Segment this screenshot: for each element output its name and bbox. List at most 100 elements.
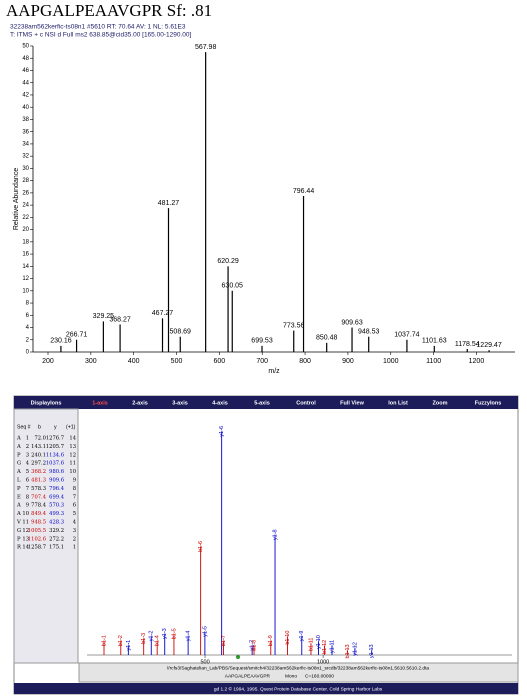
- table-cell: 481.3: [31, 478, 46, 484]
- peak-label: 567.98: [195, 44, 217, 51]
- toolbar-button[interactable]: 5-axis: [254, 400, 270, 406]
- peak-label: 1101.63: [422, 338, 447, 345]
- ion-label: y1-10: [316, 635, 322, 649]
- table-cell: 13: [69, 444, 76, 450]
- peak-label: 481.27: [158, 200, 180, 207]
- ion-label: y1-1: [126, 640, 132, 651]
- mass-type: Mono: [285, 673, 297, 679]
- toolbar-button[interactable]: Zoom: [433, 400, 448, 406]
- peak-label: 773.56: [283, 322, 305, 329]
- table-cell: 10: [69, 469, 76, 475]
- peak-label: 329.25: [93, 313, 115, 320]
- table-cell: 10: [22, 511, 29, 517]
- peak-label: 467.27: [152, 310, 174, 317]
- ion-label: y1-8: [272, 529, 278, 540]
- peak-label: 630.05: [222, 283, 244, 290]
- modification: C=160.00000: [305, 673, 334, 679]
- peak-label: 368.27: [109, 316, 131, 323]
- table-cell: 12: [69, 452, 76, 458]
- peak-label: 620.29: [217, 258, 239, 265]
- copyright-bar: [14, 683, 518, 694]
- table-cell: 6: [26, 478, 29, 484]
- table-cell: 980.6: [49, 469, 64, 475]
- toolbar-button[interactable]: 2-axis: [132, 400, 148, 406]
- ion-label: b1-5: [171, 628, 177, 639]
- table-cell: P: [17, 486, 21, 492]
- peak-label: 699.53: [251, 338, 273, 345]
- toolbar-button[interactable]: 3-axis: [172, 400, 188, 406]
- table-cell: 11: [69, 461, 76, 467]
- peak-label: 508.69: [170, 329, 192, 336]
- x-tick-label: 1000: [383, 358, 399, 365]
- ion-label: y1-9: [299, 631, 305, 642]
- table-cell: 1134.6: [46, 452, 64, 458]
- y-tick-label: 4: [26, 325, 30, 331]
- peak-label: 909.63: [341, 319, 363, 326]
- x-tick-label: 400: [128, 358, 140, 365]
- copyright: gd 1.2 © 1994, 1995. Quest Protein Datab…: [214, 685, 383, 692]
- table-cell: 6: [73, 503, 76, 509]
- table-cell: 5: [73, 511, 76, 517]
- table-cell: 1258.7: [28, 545, 46, 551]
- ion-label: b1-7: [221, 635, 227, 646]
- precursor-marker: [236, 655, 240, 659]
- ion-label: b1-1: [101, 635, 107, 646]
- chart-title: AAPGALPEAAVGPR Sf: .81: [6, 1, 212, 20]
- table-cell: A: [16, 444, 21, 450]
- table-header: Seq #: [17, 424, 31, 430]
- table-cell: 8: [73, 486, 76, 492]
- toolbar-button[interactable]: FuzzyIons: [475, 400, 502, 406]
- peak-label: 850.48: [316, 335, 338, 342]
- table-cell: V: [16, 520, 21, 526]
- scan-header: 32238am562kerfic-ts08n1 #5610 RT: 70.64 …: [10, 24, 186, 31]
- toolbar-button[interactable]: 4-axis: [212, 400, 228, 406]
- y-tick-label: 48: [22, 56, 29, 62]
- x-tick-label: 200: [42, 358, 54, 365]
- table-cell: G: [17, 528, 21, 534]
- peak-label: 1229.47: [476, 342, 501, 349]
- ion-label: y1-6: [219, 426, 225, 437]
- toolbar-button[interactable]: Ion List: [388, 400, 408, 406]
- table-cell: 909.6: [49, 478, 64, 484]
- y-tick-label: 0: [26, 350, 30, 356]
- y-tick-label: 10: [22, 288, 29, 294]
- table-cell: P: [17, 452, 21, 458]
- ion-label: b1-8: [251, 640, 257, 651]
- table-cell: 796.4: [49, 486, 65, 492]
- table-cell: 4: [73, 520, 77, 526]
- table-cell: 2: [73, 536, 76, 542]
- table-cell: A: [16, 503, 21, 509]
- table-cell: 72.0: [34, 436, 46, 442]
- ion-label: y1-4: [186, 631, 192, 642]
- table-cell: 14: [22, 545, 29, 551]
- display-ions-tab[interactable]: DisplayIons: [31, 400, 62, 406]
- table-cell: R: [17, 545, 22, 551]
- table-cell: 707.4: [31, 494, 47, 500]
- table-cell: 7: [26, 486, 29, 492]
- table-cell: 570.3: [49, 503, 64, 509]
- peak-label: 1037.74: [394, 332, 419, 339]
- table-cell: 7: [73, 494, 76, 500]
- table-cell: 368.2: [31, 469, 46, 475]
- table-cell: 578.3: [31, 486, 46, 492]
- ion-label: y1-3: [162, 628, 168, 639]
- toolbar-button[interactable]: Full View: [340, 400, 364, 406]
- ion-label: y1-7: [250, 640, 256, 651]
- toolbar-button[interactable]: Control: [296, 400, 316, 406]
- table-cell: 272.2: [49, 536, 64, 542]
- table-cell: 11: [22, 520, 29, 526]
- y-tick-label: 28: [22, 178, 29, 184]
- table-cell: 240.1: [31, 452, 46, 458]
- x-tick-label: 700: [256, 358, 268, 365]
- y-tick-label: 6: [26, 313, 30, 319]
- toolbar-button[interactable]: 1-axis: [92, 400, 108, 406]
- table-cell: 849.4: [31, 511, 47, 517]
- file-path: //rcfs3/Saghatelian_Lab/PBS/Sequest/smit…: [167, 665, 429, 671]
- peak-label: 266.71: [66, 332, 88, 339]
- table-cell: G: [17, 461, 21, 467]
- ion-table-panel: [13, 408, 79, 664]
- y-tick-label: 20: [22, 227, 29, 233]
- y-tick-label: 18: [22, 239, 29, 245]
- y-tick-label: 26: [22, 190, 29, 196]
